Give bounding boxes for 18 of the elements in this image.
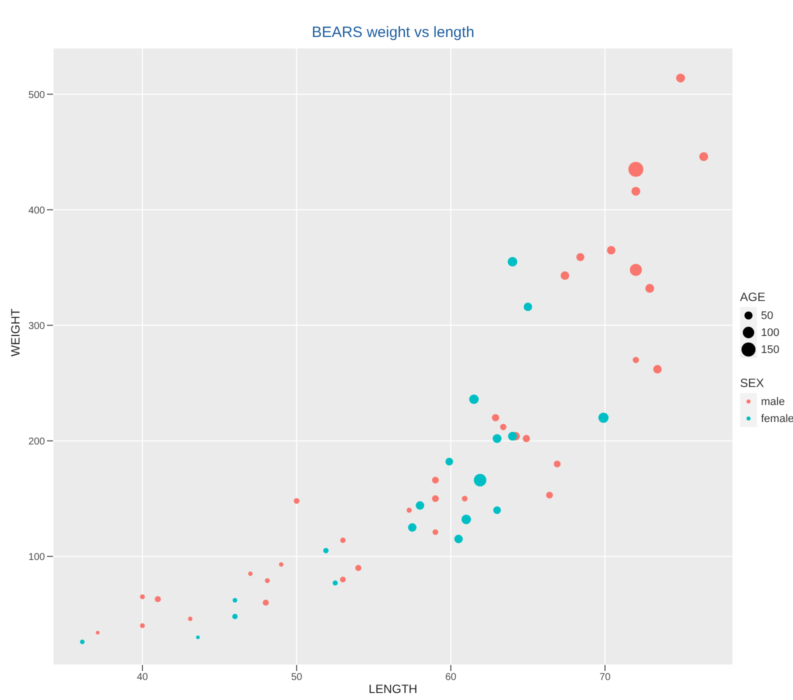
legend-label: 50 <box>761 310 774 322</box>
legend-title: SEX <box>740 376 766 390</box>
y-tick-label: 500 <box>28 90 46 101</box>
x-axis-title: LENGTH <box>368 682 418 696</box>
y-tick-label: 300 <box>28 320 46 332</box>
chart-title: BEARS weight vs length <box>310 24 476 41</box>
y-axis-title: WEIGHT <box>8 308 22 356</box>
legend-label: 150 <box>761 344 780 356</box>
legend-label: 100 <box>761 326 780 338</box>
y-tick-label: 100 <box>28 552 46 563</box>
x-tick-label: 60 <box>445 672 457 684</box>
text: AGE <box>740 290 766 304</box>
y-tick-label: 400 <box>28 205 46 216</box>
y-tick-label: 200 <box>28 436 46 448</box>
x-tick-label: 70 <box>599 672 612 684</box>
legend-label: male <box>761 396 785 408</box>
x-tick-label: 40 <box>136 672 148 684</box>
x-tick-label: 50 <box>291 672 303 684</box>
